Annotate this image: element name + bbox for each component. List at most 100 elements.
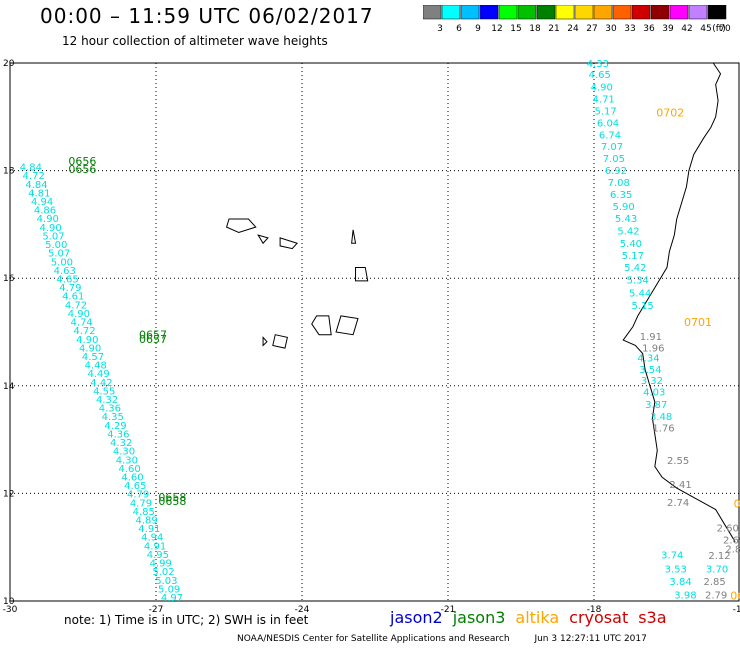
wave-height-value: 4.79 xyxy=(59,283,81,294)
wave-height-value: 4.71 xyxy=(593,94,615,105)
colorbar-label: 36 xyxy=(643,24,655,34)
wave-height-value: 6.04 xyxy=(597,118,619,129)
mission-legend-item: altika xyxy=(515,608,560,627)
wave-height-value: 2.79 xyxy=(705,590,727,601)
map-title: 00:00 – 11:59 UTC 06/02/2017 xyxy=(40,4,374,28)
colorbar-swatch xyxy=(669,5,689,20)
wave-height-value: 6.35 xyxy=(610,190,632,201)
wave-height-value: 4.72 xyxy=(23,171,45,182)
wave-height-value: 5.34 xyxy=(627,276,649,287)
colorbar-swatch xyxy=(612,5,632,20)
wave-height-value: 4.33 xyxy=(587,59,609,70)
wave-height-value: 4.72 xyxy=(65,300,87,311)
wave-height-value: 4.60 xyxy=(119,464,141,475)
wave-height-value: 5.02 xyxy=(152,567,174,578)
wave-height-value: 5.90 xyxy=(612,202,634,213)
wave-height-value: 4.61 xyxy=(62,292,84,303)
pass-time-label: 0701 xyxy=(684,316,712,329)
wave-height-value: 4.90 xyxy=(591,82,613,93)
coastline xyxy=(622,62,736,543)
island-outline xyxy=(351,229,357,244)
colorbar-swatch xyxy=(650,5,670,20)
wave-height-value: 5.17 xyxy=(594,107,616,118)
island-outline xyxy=(355,266,369,282)
colorbar-swatch xyxy=(423,5,442,20)
pass-time-label: 0658 xyxy=(734,497,740,510)
pass-time-label: 0702 xyxy=(656,106,684,119)
pass-time-label: 0657 xyxy=(139,333,167,346)
mission-legend-item: cryosat xyxy=(569,608,629,627)
island-outline xyxy=(225,218,257,234)
colorbar-swatch xyxy=(707,5,727,20)
wave-height-value: 4.30 xyxy=(113,447,135,458)
wave-height-value: 4.65 xyxy=(56,275,78,286)
wave-height-value: 4.95 xyxy=(147,550,169,561)
colorbar-label: 18 xyxy=(529,24,541,34)
island-outline xyxy=(279,237,299,250)
wave-height-value: 4.42 xyxy=(90,378,112,389)
wave-height-value: 5.44 xyxy=(629,288,651,299)
wave-height-value: 4.72 xyxy=(73,326,95,337)
wave-height-value: 7.05 xyxy=(603,154,625,165)
wave-height-value: 4.85 xyxy=(133,507,155,518)
colorbar-label: 12 xyxy=(491,24,502,34)
pass-time-label: 0656 xyxy=(68,163,96,176)
wave-height-value: 5.00 xyxy=(45,240,67,251)
wave-height-value: 5.07 xyxy=(42,231,64,242)
island-outline xyxy=(272,334,288,349)
wave-height-value: 4.84 xyxy=(25,180,47,191)
wave-height-value: 5.43 xyxy=(615,214,637,225)
colorbar-unit: (ft) xyxy=(712,24,726,34)
colorbar-swatch xyxy=(536,5,556,20)
mission-legend-item: s3a xyxy=(638,608,667,627)
wave-height-value: 4.36 xyxy=(99,404,121,415)
credit-text: NOAA/NESDIS Center for Satellite Applica… xyxy=(237,634,510,644)
wave-height-value: 5.17 xyxy=(622,251,644,262)
map-frame xyxy=(9,62,740,602)
units-note: note: 1) Time is in UTC; 2) SWH is in fe… xyxy=(64,613,309,627)
wave-height-value: 4.94 xyxy=(141,533,163,544)
wave-height-value: 4.90 xyxy=(39,223,61,234)
mission-legend-item: jason3 xyxy=(452,608,506,627)
colorbar-label: 39 xyxy=(662,24,674,34)
wave-height-value: 2.12 xyxy=(708,551,730,562)
wave-height-value: 4.99 xyxy=(150,559,172,570)
wave-height-value: 4.30 xyxy=(116,455,138,466)
wave-height-value: 2.41 xyxy=(669,480,691,491)
wave-height-value: 5.40 xyxy=(620,239,642,250)
wave-height-value: 4.34 xyxy=(637,354,659,365)
pass-time-label: 0658 xyxy=(158,495,186,508)
pass-time-label: 0657 xyxy=(139,328,167,341)
wave-height-value: 5.07 xyxy=(48,249,70,260)
map-subtitle: 12 hour collection of altimeter wave hei… xyxy=(62,34,328,48)
wave-height-value: 7.07 xyxy=(601,142,623,153)
wave-height-value: 4.35 xyxy=(102,412,124,423)
wave-height-value: 4.90 xyxy=(68,309,90,320)
wave-height-value: 4.90 xyxy=(76,335,98,346)
wave-height-value: 1.96 xyxy=(642,343,664,354)
wave-height-value: 3.32 xyxy=(641,376,663,387)
wave-height-value: 4.90 xyxy=(37,214,59,225)
wave-height-value: 5.00 xyxy=(51,257,73,268)
lat-tick-label: 12 xyxy=(3,489,14,499)
wave-height-value: 6.92 xyxy=(605,166,627,177)
wave-height-value: 4.48 xyxy=(85,361,107,372)
lat-tick-label: 16 xyxy=(3,274,15,284)
colorbar-swatch xyxy=(517,5,537,20)
lon-tick-label: -30 xyxy=(3,605,18,615)
wave-height-value: 3.53 xyxy=(665,564,687,575)
pass-time-label: 0656 xyxy=(68,155,96,168)
wave-height-value: 3.87 xyxy=(645,400,667,411)
wave-height-value: 4.89 xyxy=(135,516,157,527)
lat-tick-label: 14 xyxy=(3,382,15,392)
wave-height-value: 3.84 xyxy=(669,577,691,588)
colorbar-swatch xyxy=(631,5,651,20)
wave-height-value: 4.29 xyxy=(104,421,126,432)
lon-tick-label: -27 xyxy=(149,605,164,615)
wave-height-value: 4.86 xyxy=(34,206,56,217)
wave-height-value: 2.69 xyxy=(723,535,740,546)
colorbar-label: 6 xyxy=(456,24,462,34)
mission-legend-item: jason2 xyxy=(390,608,443,627)
wave-height-value: 4.57 xyxy=(82,352,104,363)
